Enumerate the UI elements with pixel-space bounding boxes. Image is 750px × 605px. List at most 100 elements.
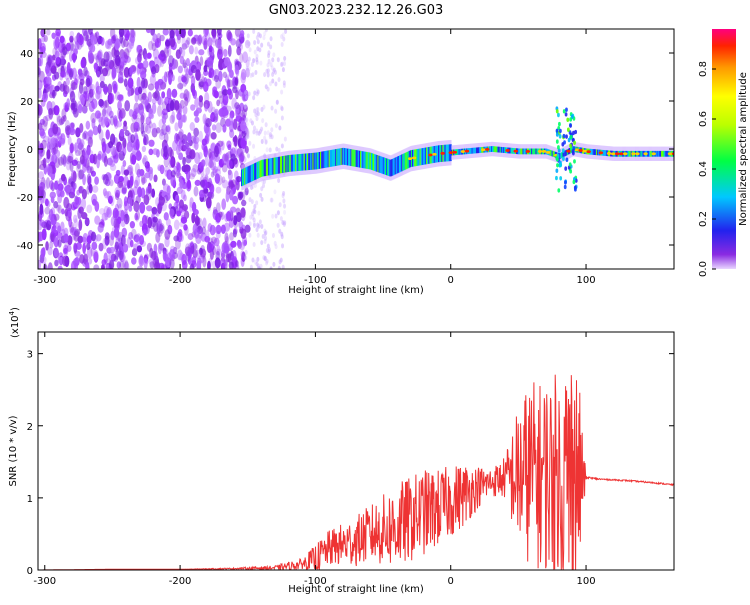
spectrogram-noise-cell (54, 180, 59, 190)
spectrogram-noise-cell (249, 72, 253, 78)
spectrogram-noise-cell (142, 92, 147, 100)
spectrogram-noise-cell (233, 146, 238, 157)
spectrogram-noise-cell (44, 75, 50, 82)
spectrogram-noise-cell (255, 227, 259, 233)
spectrogram-noise-cell (263, 255, 267, 261)
spectrogram-ridge-cell (391, 159, 394, 176)
spectrogram-noise-cell (202, 173, 209, 182)
spectrogram-noise-cell (225, 152, 230, 163)
spectrogram-noise-cell (226, 29, 232, 41)
spectrogram-ridge-cell (266, 158, 269, 176)
spectrogram-noise-cell (210, 132, 217, 140)
spectrogram-burst-cell (557, 112, 560, 118)
spectrogram-noise-cell (44, 64, 50, 74)
spectrogram-ridge-cell (336, 148, 339, 166)
spectrogram-ridge-cell (469, 148, 472, 154)
spectrogram-noise-cell (57, 265, 63, 269)
spectrogram-ridge-cell (648, 150, 650, 157)
spectrogram-noise-cell (117, 216, 122, 225)
spectrogram-noise-cell (182, 62, 188, 69)
spectrogram-noise-cell (191, 256, 197, 265)
spectrogram-noise-cell (117, 180, 124, 189)
spectrogram-noise-cell (202, 255, 207, 268)
spectrogram-ridge-cell (565, 149, 568, 156)
spectrogram-noise-cell (103, 155, 108, 167)
spectrogram-noise-cell (226, 78, 231, 90)
spectrogram-noise-cell (133, 200, 140, 213)
spectrogram-noise-cell (116, 197, 123, 209)
spectrogram-noise-cell (38, 87, 42, 99)
spectrogram-noise-cell (179, 99, 185, 109)
spectrogram-ridge-cell (550, 150, 553, 157)
spectrogram-noise-cell (148, 148, 154, 156)
spectrogram-ridge-cell (406, 151, 409, 169)
spectrogram-noise-cell (173, 235, 180, 242)
spectrogram-burst-cell (569, 134, 573, 140)
spectrogram-noise-cell (45, 114, 51, 122)
spectrogram-peak-cell (411, 156, 417, 160)
spectrogram-noise-cell (177, 82, 184, 90)
spectrogram-ridge-cell (377, 155, 380, 173)
spectrogram-ridge-cell (488, 146, 491, 153)
spectrogram-noise-cell (69, 35, 74, 43)
spectrogram-noise-cell (72, 214, 78, 224)
spectrogram-noise-cell (221, 140, 225, 151)
spectrogram-noise-cell (65, 181, 71, 193)
spectrogram-noise-cell (230, 240, 237, 248)
spectrogram-noise-cell (78, 141, 84, 150)
spectrogram-noise-cell (179, 220, 185, 228)
spectrogram-noise-cell (171, 110, 176, 123)
spectrogram-ridge-cell (593, 149, 596, 155)
spectrogram-noise-cell (53, 200, 59, 209)
spectrogram-burst-cell (561, 142, 565, 147)
spectrogram-noise-cell (181, 74, 185, 83)
spectrogram-noise-cell (257, 31, 261, 37)
spectrogram-ridge-cell (478, 147, 480, 154)
spectrogram-noise-cell (255, 128, 259, 134)
spectrogram-noise-cell (118, 110, 125, 117)
spectrogram-noise-cell (148, 112, 155, 120)
spectrogram-noise-cell (207, 181, 214, 191)
spectrogram-noise-cell (205, 125, 211, 137)
spectrogram-noise-cell (38, 186, 45, 198)
spectrogram-ridge-cell (352, 149, 355, 167)
snr-ytick-label: 1 (27, 494, 33, 505)
spectrogram-peak-cell (407, 157, 413, 161)
spectrogram-ridge-cell (393, 158, 396, 175)
spectrogram-noise-cell (143, 194, 150, 206)
spectrogram-noise-cell (247, 56, 251, 62)
spectrogram-noise-cell (278, 259, 282, 265)
spectrogram-ridge-cell (564, 150, 567, 157)
spectrogram-noise-cell (123, 196, 128, 207)
spectrogram-noise-cell (107, 83, 113, 96)
spectrogram-noise-cell (41, 35, 46, 43)
spectrogram-noise-cell (45, 177, 51, 189)
spectrogram-ridge-cell (518, 148, 520, 155)
spectrogram-noise-cell (38, 149, 43, 160)
spectrogram-noise-cell (109, 133, 116, 146)
spectrogram-noise-cell (205, 196, 212, 209)
spectrogram-noise-cell (128, 231, 134, 240)
spectrogram-ridge-cell (422, 147, 425, 165)
spectrogram-noise-cell (248, 232, 252, 238)
spectrogram-noise-cell (99, 208, 106, 215)
spectrogram-ridge-cell (502, 147, 505, 153)
spectrogram-noise-cell (171, 88, 178, 99)
spectrogram-noise-cell (87, 50, 93, 61)
spectrogram-burst-cell (569, 123, 572, 128)
spectrogram-noise-cell (283, 136, 287, 142)
spectrogram-noise-cell (59, 70, 67, 78)
spectrogram-ridge-cell (438, 145, 440, 163)
spectrogram-noise-cell (96, 70, 101, 78)
spectrogram-burst-cell (567, 137, 571, 143)
spectrogram-ridge-cell (418, 148, 421, 166)
spectrogram-noise-cell (44, 206, 51, 215)
spectrogram-noise-cell (280, 115, 284, 121)
spectrogram-noise-cell (41, 120, 48, 132)
spectrogram-noise-cell (213, 145, 219, 158)
spectrogram-noise-cell (175, 133, 180, 142)
spectrogram-noise-cell (253, 40, 257, 46)
spectrogram-noise-cell (161, 123, 168, 136)
spectrogram-noise-cell (270, 127, 274, 133)
